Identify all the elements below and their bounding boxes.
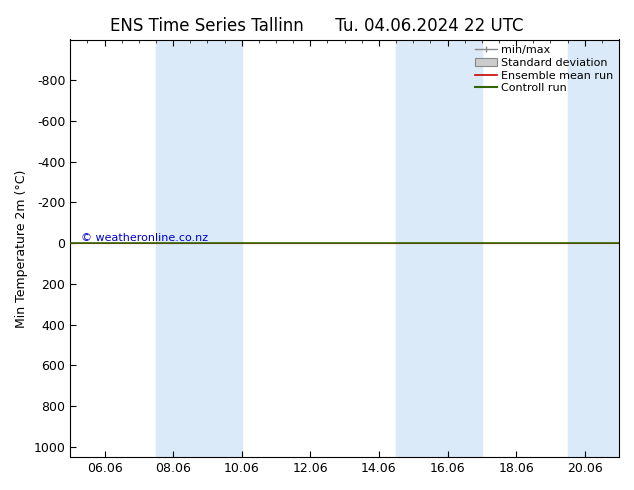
Y-axis label: Min Temperature 2m (°C): Min Temperature 2m (°C) bbox=[15, 169, 28, 327]
Bar bbox=[396, 40, 482, 457]
Bar bbox=[156, 40, 242, 457]
Legend: min/max, Standard deviation, Ensemble mean run, Controll run: min/max, Standard deviation, Ensemble me… bbox=[472, 43, 616, 96]
Text: ENS Time Series Tallinn      Tu. 04.06.2024 22 UTC: ENS Time Series Tallinn Tu. 04.06.2024 2… bbox=[110, 17, 524, 35]
Bar bbox=[567, 40, 634, 457]
Text: © weatheronline.co.nz: © weatheronline.co.nz bbox=[81, 233, 209, 243]
